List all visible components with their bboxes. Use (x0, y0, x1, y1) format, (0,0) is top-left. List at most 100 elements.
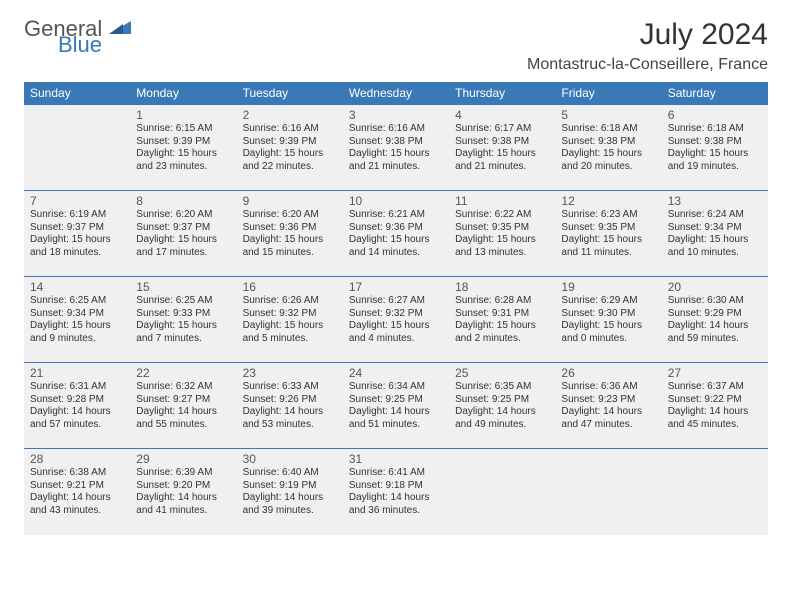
daylight-text: and 45 minutes. (668, 419, 762, 432)
day-number: 4 (455, 108, 549, 122)
sunrise-text: Sunrise: 6:17 AM (455, 123, 549, 136)
calendar-day-cell: 9Sunrise: 6:20 AMSunset: 9:36 PMDaylight… (237, 191, 343, 277)
sunrise-text: Sunrise: 6:40 AM (243, 467, 337, 480)
weekday-header: Friday (555, 82, 661, 105)
day-number: 25 (455, 366, 549, 380)
daylight-text: Daylight: 15 hours (136, 148, 230, 161)
day-number: 20 (668, 280, 762, 294)
sunset-text: Sunset: 9:21 PM (30, 480, 124, 493)
calendar-empty-cell (449, 449, 555, 535)
daylight-text: and 14 minutes. (349, 247, 443, 260)
daylight-text: Daylight: 15 hours (349, 234, 443, 247)
sunset-text: Sunset: 9:39 PM (136, 136, 230, 149)
daylight-text: Daylight: 15 hours (455, 148, 549, 161)
weekday-header: Wednesday (343, 82, 449, 105)
month-title: July 2024 (527, 18, 768, 52)
calendar-day-cell: 8Sunrise: 6:20 AMSunset: 9:37 PMDaylight… (130, 191, 236, 277)
daylight-text: and 57 minutes. (30, 419, 124, 432)
calendar-day-cell: 30Sunrise: 6:40 AMSunset: 9:19 PMDayligh… (237, 449, 343, 535)
daylight-text: Daylight: 14 hours (30, 492, 124, 505)
sunset-text: Sunset: 9:35 PM (561, 222, 655, 235)
daylight-text: Daylight: 14 hours (136, 492, 230, 505)
calendar-day-cell: 16Sunrise: 6:26 AMSunset: 9:32 PMDayligh… (237, 277, 343, 363)
daylight-text: and 22 minutes. (243, 161, 337, 174)
daylight-text: and 13 minutes. (455, 247, 549, 260)
day-number: 29 (136, 452, 230, 466)
calendar-table: SundayMondayTuesdayWednesdayThursdayFrid… (24, 82, 768, 535)
sunset-text: Sunset: 9:34 PM (30, 308, 124, 321)
weekday-header: Tuesday (237, 82, 343, 105)
sunset-text: Sunset: 9:33 PM (136, 308, 230, 321)
sunset-text: Sunset: 9:38 PM (349, 136, 443, 149)
daylight-text: and 5 minutes. (243, 333, 337, 346)
daylight-text: and 20 minutes. (561, 161, 655, 174)
daylight-text: Daylight: 14 hours (30, 406, 124, 419)
daylight-text: and 11 minutes. (561, 247, 655, 260)
calendar-empty-cell (662, 449, 768, 535)
weekday-header: Saturday (662, 82, 768, 105)
sunrise-text: Sunrise: 6:30 AM (668, 295, 762, 308)
sunset-text: Sunset: 9:30 PM (561, 308, 655, 321)
sunrise-text: Sunrise: 6:16 AM (243, 123, 337, 136)
day-number: 17 (349, 280, 443, 294)
daylight-text: Daylight: 14 hours (349, 492, 443, 505)
daylight-text: and 43 minutes. (30, 505, 124, 518)
calendar-week-row: 14Sunrise: 6:25 AMSunset: 9:34 PMDayligh… (24, 277, 768, 363)
daylight-text: Daylight: 14 hours (668, 406, 762, 419)
sunset-text: Sunset: 9:34 PM (668, 222, 762, 235)
sunset-text: Sunset: 9:23 PM (561, 394, 655, 407)
daylight-text: Daylight: 15 hours (243, 234, 337, 247)
sunset-text: Sunset: 9:37 PM (30, 222, 124, 235)
daylight-text: and 51 minutes. (349, 419, 443, 432)
calendar-day-cell: 6Sunrise: 6:18 AMSunset: 9:38 PMDaylight… (662, 105, 768, 191)
sunrise-text: Sunrise: 6:16 AM (349, 123, 443, 136)
calendar-day-cell: 11Sunrise: 6:22 AMSunset: 9:35 PMDayligh… (449, 191, 555, 277)
sunset-text: Sunset: 9:38 PM (668, 136, 762, 149)
sunrise-text: Sunrise: 6:35 AM (455, 381, 549, 394)
calendar-day-cell: 15Sunrise: 6:25 AMSunset: 9:33 PMDayligh… (130, 277, 236, 363)
daylight-text: Daylight: 15 hours (668, 148, 762, 161)
sunrise-text: Sunrise: 6:20 AM (243, 209, 337, 222)
sunset-text: Sunset: 9:18 PM (349, 480, 443, 493)
calendar-week-row: 21Sunrise: 6:31 AMSunset: 9:28 PMDayligh… (24, 363, 768, 449)
sunrise-text: Sunrise: 6:25 AM (30, 295, 124, 308)
sunset-text: Sunset: 9:25 PM (455, 394, 549, 407)
sunset-text: Sunset: 9:26 PM (243, 394, 337, 407)
sunrise-text: Sunrise: 6:25 AM (136, 295, 230, 308)
calendar-empty-cell (24, 105, 130, 191)
logo-triangle-icon (109, 18, 131, 38)
day-number: 21 (30, 366, 124, 380)
calendar-week-row: 1Sunrise: 6:15 AMSunset: 9:39 PMDaylight… (24, 105, 768, 191)
calendar-day-cell: 23Sunrise: 6:33 AMSunset: 9:26 PMDayligh… (237, 363, 343, 449)
daylight-text: and 0 minutes. (561, 333, 655, 346)
sunset-text: Sunset: 9:36 PM (243, 222, 337, 235)
day-number: 11 (455, 194, 549, 208)
sunrise-text: Sunrise: 6:32 AM (136, 381, 230, 394)
calendar-day-cell: 27Sunrise: 6:37 AMSunset: 9:22 PMDayligh… (662, 363, 768, 449)
sunrise-text: Sunrise: 6:29 AM (561, 295, 655, 308)
daylight-text: Daylight: 15 hours (349, 320, 443, 333)
weekday-header: Thursday (449, 82, 555, 105)
sunset-text: Sunset: 9:22 PM (668, 394, 762, 407)
daylight-text: and 41 minutes. (136, 505, 230, 518)
daylight-text: Daylight: 15 hours (243, 148, 337, 161)
calendar-day-cell: 7Sunrise: 6:19 AMSunset: 9:37 PMDaylight… (24, 191, 130, 277)
location-label: Montastruc-la-Conseillere, France (527, 56, 768, 74)
daylight-text: and 18 minutes. (30, 247, 124, 260)
daylight-text: Daylight: 15 hours (561, 234, 655, 247)
sunset-text: Sunset: 9:36 PM (349, 222, 443, 235)
daylight-text: and 49 minutes. (455, 419, 549, 432)
daylight-text: Daylight: 15 hours (561, 320, 655, 333)
sunset-text: Sunset: 9:28 PM (30, 394, 124, 407)
day-number: 15 (136, 280, 230, 294)
day-number: 31 (349, 452, 443, 466)
daylight-text: Daylight: 14 hours (455, 406, 549, 419)
daylight-text: and 47 minutes. (561, 419, 655, 432)
sunrise-text: Sunrise: 6:24 AM (668, 209, 762, 222)
day-number: 13 (668, 194, 762, 208)
daylight-text: Daylight: 15 hours (561, 148, 655, 161)
calendar-day-cell: 26Sunrise: 6:36 AMSunset: 9:23 PMDayligh… (555, 363, 661, 449)
calendar-day-cell: 21Sunrise: 6:31 AMSunset: 9:28 PMDayligh… (24, 363, 130, 449)
sunrise-text: Sunrise: 6:15 AM (136, 123, 230, 136)
calendar-day-cell: 22Sunrise: 6:32 AMSunset: 9:27 PMDayligh… (130, 363, 236, 449)
